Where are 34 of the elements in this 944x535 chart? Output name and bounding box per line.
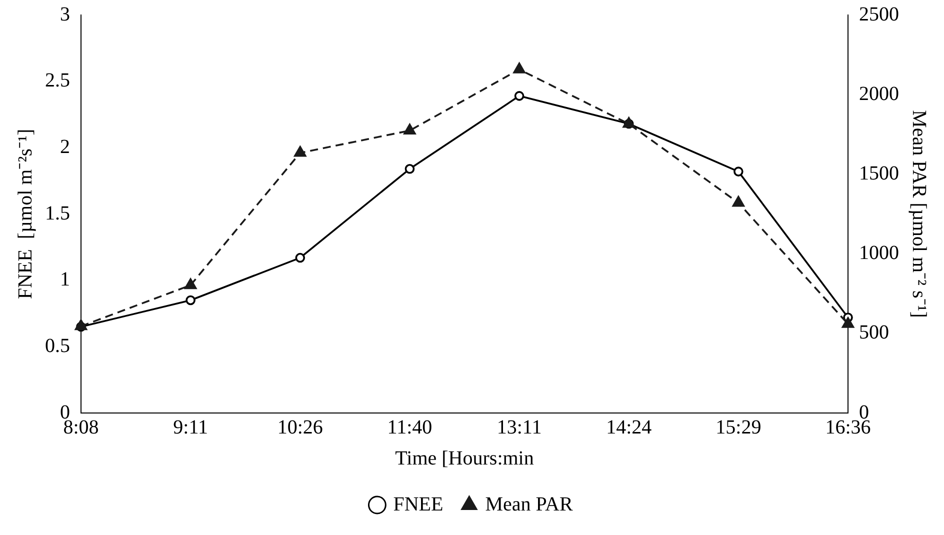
point [74, 319, 88, 330]
y2-tick-label: 500 [859, 322, 889, 344]
y-tick-label: 1 [60, 268, 70, 291]
x-tick-label: 14:24 [606, 416, 652, 438]
x-tick-label: 11:40 [387, 416, 432, 438]
x-axis-title: Time [Hours:min [395, 447, 534, 470]
y-axis-title: FNEE [µmol m⁻²s⁻¹] [14, 128, 36, 300]
y2-tick-label: 1000 [859, 242, 899, 264]
y-tick-label: 2.5 [45, 70, 70, 92]
y2-tick-label: 1500 [859, 162, 899, 184]
point [186, 295, 196, 306]
point [513, 62, 526, 74]
y-tick-label: 2 [60, 136, 70, 158]
y-tick-label: 0.5 [45, 334, 70, 357]
legend-label: Mean PAR [485, 493, 574, 516]
point [734, 166, 744, 176]
y-tick-label: 1.5 [45, 202, 70, 224]
point [842, 317, 854, 328]
point [184, 278, 197, 290]
point [295, 252, 306, 263]
point [514, 91, 524, 101]
point [732, 196, 745, 207]
y-tick-label: 3 [60, 3, 70, 26]
point [404, 164, 415, 174]
x-tick-label: 10:26 [277, 416, 323, 438]
y2-axis-title: Mean PAR [µmol m⁻² s⁻¹] [908, 110, 930, 318]
x-tick-label: 9:11 [173, 416, 208, 438]
point [294, 146, 306, 157]
legend-label: FNEE [393, 493, 444, 516]
y2-tick-label: 2000 [859, 82, 899, 105]
x-tick-label: 15:29 [716, 416, 762, 438]
y2-tick-label: 2500 [859, 3, 899, 26]
point [404, 124, 416, 134]
x-tick-label: 13:11 [496, 416, 542, 438]
